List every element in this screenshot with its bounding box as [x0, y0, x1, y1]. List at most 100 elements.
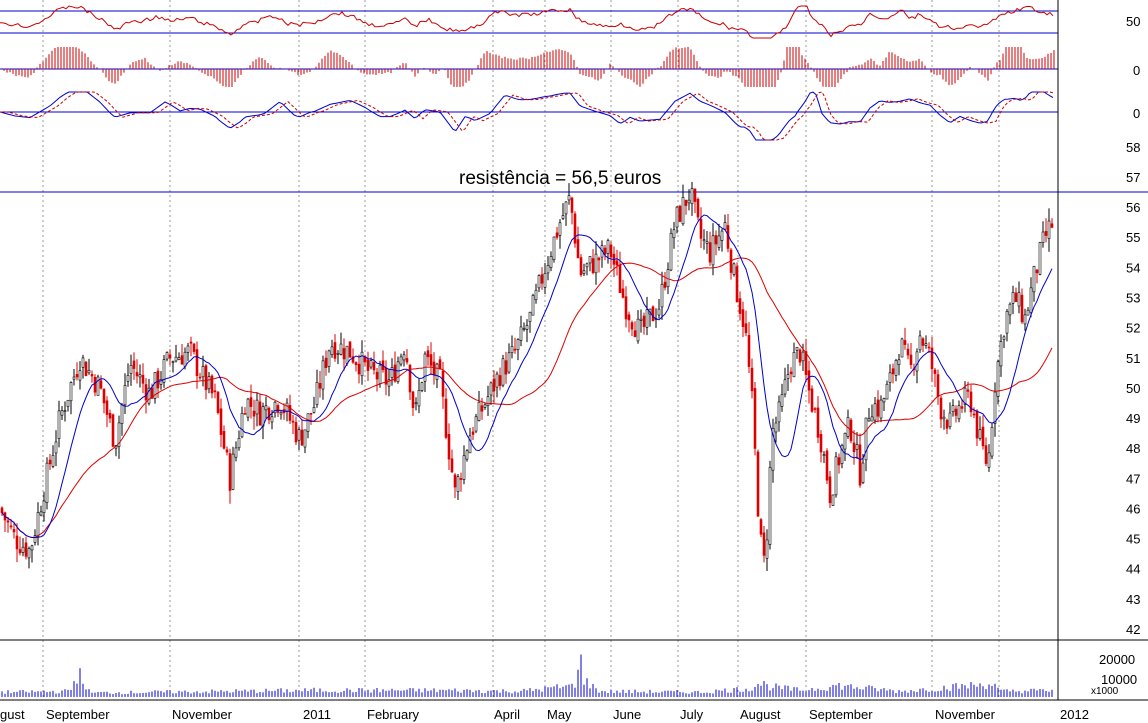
candle-59 — [177, 352, 181, 361]
price-tick-43: 43 — [1126, 592, 1140, 607]
candle-264 — [792, 342, 796, 378]
candle-221 — [663, 272, 667, 291]
month-label-7: June — [613, 707, 641, 722]
candle-342 — [1026, 307, 1030, 316]
candle-318 — [954, 405, 958, 423]
candle-82 — [246, 397, 250, 422]
candle-182 — [546, 256, 550, 281]
candle-57 — [171, 360, 175, 373]
candle-280 — [840, 443, 844, 469]
candle-183 — [549, 251, 553, 272]
candle-271 — [813, 407, 817, 413]
candle-135 — [405, 349, 409, 365]
volume-tick-10000: 10000 — [1101, 672, 1137, 687]
candle-187 — [561, 203, 565, 221]
candle-301 — [903, 327, 907, 350]
candle-93 — [279, 411, 283, 420]
candle-109 — [327, 349, 331, 373]
candle-256 — [768, 460, 772, 550]
candle-49 — [147, 378, 151, 406]
candle-213 — [639, 309, 643, 333]
candle-265 — [795, 346, 799, 359]
candle-105 — [315, 369, 319, 408]
candle-34 — [102, 388, 106, 414]
candle-281 — [843, 432, 847, 461]
candle-36 — [108, 409, 112, 424]
candle-263 — [789, 367, 793, 383]
candle-299 — [897, 353, 901, 376]
volume-bars — [1, 654, 1053, 697]
candle-233 — [699, 207, 703, 249]
candle-78 — [234, 441, 238, 462]
candle-205 — [615, 249, 619, 276]
candle-117 — [351, 348, 355, 364]
candle-230 — [690, 181, 694, 216]
candle-348 — [1044, 218, 1048, 243]
candle-154 — [462, 445, 466, 485]
candle-23 — [69, 381, 73, 415]
candle-246 — [738, 291, 742, 321]
candle-288 — [864, 417, 868, 472]
candle-236 — [708, 231, 712, 266]
candle-7 — [21, 538, 25, 557]
candle-167 — [501, 354, 505, 388]
osc2-tick-0: 0 — [1133, 63, 1140, 78]
candlesticks — [0, 181, 1054, 571]
price-tick-52: 52 — [1126, 321, 1140, 336]
price-tick-54: 54 — [1126, 260, 1140, 275]
candle-252 — [756, 449, 760, 517]
candle-181 — [543, 262, 547, 295]
candle-337 — [1011, 285, 1015, 315]
candle-62 — [186, 342, 190, 361]
month-label-10: September — [809, 707, 873, 722]
month-label-0: gust — [0, 707, 25, 722]
candle-173 — [519, 315, 523, 347]
candle-32 — [96, 374, 100, 396]
candle-285 — [855, 432, 859, 459]
candle-210 — [630, 320, 634, 337]
candle-175 — [525, 319, 529, 343]
candle-152 — [456, 473, 460, 500]
candle-16 — [48, 453, 52, 470]
candle-295 — [885, 380, 889, 400]
candle-195 — [585, 262, 589, 276]
candle-277 — [831, 494, 835, 507]
candle-296 — [888, 364, 892, 392]
candle-177 — [531, 293, 535, 316]
candle-101 — [303, 429, 307, 454]
candle-196 — [588, 255, 592, 272]
price-tick-51: 51 — [1126, 351, 1140, 366]
candle-291 — [873, 397, 877, 424]
candle-323 — [969, 384, 973, 417]
candle-29 — [87, 358, 91, 375]
candle-227 — [681, 184, 685, 226]
candle-247 — [741, 301, 745, 338]
candle-58 — [174, 344, 178, 363]
candle-118 — [354, 361, 358, 372]
candle-313 — [939, 395, 943, 429]
candle-274 — [822, 451, 826, 464]
candle-129 — [387, 368, 391, 397]
candle-185 — [555, 226, 559, 240]
candle-47 — [141, 363, 145, 394]
candle-33 — [99, 375, 103, 390]
candle-294 — [882, 397, 886, 411]
candle-240 — [720, 228, 724, 252]
candle-310 — [930, 336, 934, 383]
price-tick-45: 45 — [1126, 532, 1140, 547]
candle-56 — [168, 349, 172, 366]
candle-151 — [453, 473, 457, 499]
month-label-11: November — [935, 707, 996, 722]
candle-258 — [774, 416, 778, 443]
candle-27 — [81, 354, 85, 379]
candle-224 — [672, 221, 676, 249]
candle-215 — [645, 296, 649, 336]
candle-303 — [909, 343, 913, 369]
candle-199 — [597, 256, 601, 273]
candle-324 — [972, 407, 976, 419]
candle-254 — [762, 526, 766, 563]
candle-124 — [372, 351, 376, 375]
candle-300 — [900, 337, 904, 358]
candle-333 — [999, 334, 1003, 377]
volume-unit: x1000 — [1091, 686, 1119, 697]
